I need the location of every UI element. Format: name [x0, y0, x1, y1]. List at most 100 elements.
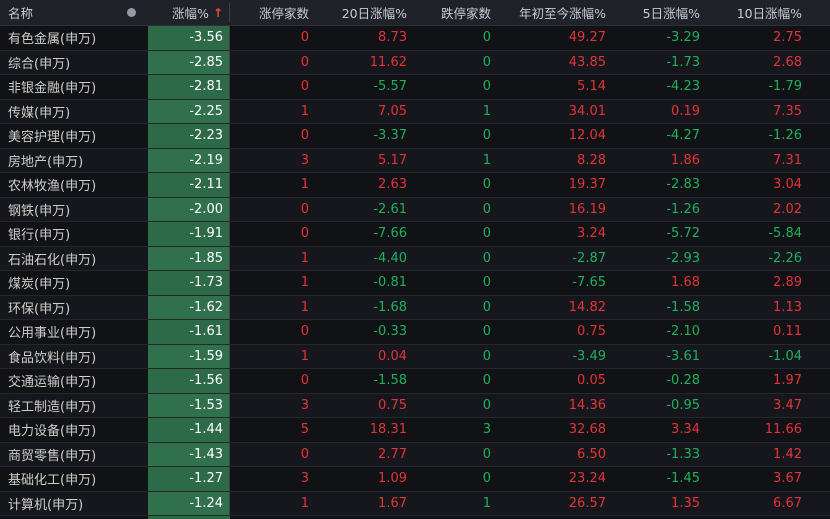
chg10-cell: 11.66	[764, 422, 802, 438]
dot-cell	[115, 124, 148, 148]
header-name[interactable]: 名称	[0, 3, 115, 22]
sector-name-cell: 有色金属(申万)	[8, 32, 97, 48]
chg10-cell: -5.84	[768, 226, 802, 242]
chg5-cell: 3.34	[671, 422, 700, 438]
header-limit_down[interactable]: 跌停家数	[413, 3, 497, 22]
sector-name-cell: 食品饮料(申万)	[8, 350, 97, 366]
header-chg20[interactable]: 20日涨幅%	[315, 3, 413, 22]
table-row[interactable]: 银行(申万) -1.91 0 -7.66 0 3.24 -5.72 -5.84	[0, 222, 830, 247]
table-row[interactable]: 石油石化(申万) -1.85 1 -4.40 0 -2.87 -2.93 -2.26	[0, 246, 830, 271]
table-row[interactable]: 传媒(申万) -2.25 1 7.05 1 34.01 0.19 7.35	[0, 99, 830, 124]
chg5-cell: -1.73	[666, 54, 700, 70]
limit_up-cell: 3	[300, 152, 309, 168]
chg10-cell: 2.02	[773, 201, 802, 217]
chg5-cell: 1.68	[671, 275, 700, 291]
limit_up-cell: 1	[300, 495, 309, 511]
limit_up-cell: 1	[300, 103, 309, 119]
change-pct-cell: -2.25	[148, 99, 230, 123]
chg10-cell: -1.04	[768, 348, 802, 364]
chg20-cell: 18.31	[369, 422, 407, 438]
table-row[interactable]: 综合(申万) -2.85 0 11.62 0 43.85 -1.73 2.68	[0, 50, 830, 75]
header-label: 涨停家数	[258, 6, 309, 21]
ytd-cell: 8.28	[577, 152, 606, 168]
ytd-cell: -3.49	[572, 348, 606, 364]
chg10-cell: 2.89	[773, 275, 802, 291]
dot-cell	[115, 222, 148, 246]
table-row[interactable]: 环保(申万) -1.62 1 -1.68 0 14.82 -1.58 1.13	[0, 295, 830, 320]
table-row[interactable]: 有色金属(申万) -3.56 0 8.73 0 49.27 -3.29 2.75	[0, 26, 830, 51]
table-row[interactable]: 计算机(申万) -1.24 1 1.67 1 26.57 1.35 6.67	[0, 491, 830, 516]
chg10-cell: 7.31	[773, 152, 802, 168]
header-dot-indicator[interactable]	[115, 8, 148, 17]
table-row[interactable]: 美容护理(申万) -2.23 0 -3.37 0 12.04 -4.27 -1.26	[0, 124, 830, 149]
sector-name-cell: 计算机(申万)	[8, 497, 84, 513]
dot-cell	[115, 492, 148, 516]
table-row[interactable]: 食品饮料(申万) -1.59 1 0.04 0 -3.49 -3.61 -1.04	[0, 344, 830, 369]
chg5-cell: -3.29	[666, 30, 700, 46]
chg10-cell: 3.04	[773, 177, 802, 193]
dot-cell	[115, 149, 148, 173]
header-ytd[interactable]: 年初至今涨幅%	[497, 3, 612, 22]
table-row[interactable]: 农林牧渔(申万) -2.11 1 2.63 0 19.37 -2.83 3.04	[0, 173, 830, 198]
header-limit_up[interactable]: 涨停家数	[230, 3, 315, 22]
dot-indicator-icon[interactable]	[127, 8, 136, 17]
chg10-cell: 2.68	[773, 54, 802, 70]
ytd-cell: -2.87	[572, 250, 606, 266]
sector-name-cell: 环保(申万)	[8, 301, 71, 317]
dot-cell	[115, 394, 148, 418]
ytd-cell: 14.82	[568, 299, 606, 315]
chg20-cell: -1.68	[373, 299, 407, 315]
change-pct-cell: -2.11	[148, 173, 230, 197]
dot-cell	[115, 198, 148, 222]
limit_down-cell: 3	[482, 422, 491, 438]
dot-cell	[115, 51, 148, 75]
change-pct-cell: -1.24	[148, 491, 230, 515]
chg10-cell: 1.13	[773, 299, 802, 315]
limit_up-cell: 1	[300, 348, 309, 364]
sector-name-cell: 农林牧渔(申万)	[8, 179, 97, 195]
header-chg10[interactable]: 10日涨幅%	[706, 3, 830, 22]
header-row: 名称 涨幅% ↑ 涨停家数 20日涨幅% 跌停家数 年初至今涨幅% 5日涨幅% 10日涨幅%	[0, 0, 830, 26]
limit_up-cell: 0	[300, 128, 309, 144]
change-pct-cell: -2.81	[148, 75, 230, 99]
table-body: 有色金属(申万) -3.56 0 8.73 0 49.27 -3.29 2.75 综合(申万) -…	[0, 26, 830, 516]
sector-name-cell: 综合(申万)	[8, 56, 71, 72]
sector-name-cell: 银行(申万)	[8, 228, 71, 244]
table-row[interactable]: 交通运输(申万) -1.56 0 -1.58 0 0.05 -0.28 1.97	[0, 369, 830, 394]
change-pct-cell: -1.27	[148, 467, 230, 491]
change-pct-cell: -1.73	[148, 271, 230, 295]
sector-name-cell: 基础化工(申万)	[8, 473, 97, 489]
ytd-cell: 26.57	[568, 495, 606, 511]
dot-cell	[115, 443, 148, 467]
table-row[interactable]: 商贸零售(申万) -1.43 0 2.77 0 6.50 -1.33 1.42	[0, 442, 830, 467]
header-label: 5日涨幅%	[642, 6, 700, 21]
chg10-cell: 6.67	[773, 495, 802, 511]
table-row[interactable]: 钢铁(申万) -2.00 0 -2.61 0 16.19 -1.26 2.02	[0, 197, 830, 222]
sector-name-cell: 交通运输(申万)	[8, 375, 97, 391]
dot-cell	[115, 345, 148, 369]
chg5-cell: -2.83	[666, 177, 700, 193]
sector-name-cell: 公用事业(申万)	[8, 326, 97, 342]
chg20-cell: 0.04	[378, 348, 407, 364]
ytd-cell: -7.65	[572, 275, 606, 291]
table-row[interactable]: 煤炭(申万) -1.73 1 -0.81 0 -7.65 1.68 2.89	[0, 271, 830, 296]
header-chg5[interactable]: 5日涨幅%	[612, 3, 706, 22]
limit_down-cell: 1	[482, 103, 491, 119]
table-row[interactable]: 公用事业(申万) -1.61 0 -0.33 0 0.75 -2.10 0.11	[0, 320, 830, 345]
dot-cell	[115, 467, 148, 491]
table-row[interactable]: 电力设备(申万) -1.44 5 18.31 3 32.68 3.34 11.66	[0, 418, 830, 443]
ytd-cell: 5.14	[577, 79, 606, 95]
table-row[interactable]: 房地产(申万) -2.19 3 5.17 1 8.28 1.86 7.31	[0, 148, 830, 173]
table-row[interactable]: 轻工制造(申万) -1.53 3 0.75 0 14.36 -0.95 3.47	[0, 393, 830, 418]
limit_down-cell: 0	[482, 446, 491, 462]
chg10-cell: -1.79	[768, 79, 802, 95]
dot-cell	[115, 173, 148, 197]
limit_down-cell: 0	[482, 177, 491, 193]
limit_down-cell: 0	[482, 348, 491, 364]
table-row[interactable]: 非银金融(申万) -2.81 0 -5.57 0 5.14 -4.23 -1.79	[0, 75, 830, 100]
table-row[interactable]: 基础化工(申万) -1.27 3 1.09 0 23.24 -1.45 3.67	[0, 467, 830, 492]
change-pct-cell: -2.23	[148, 124, 230, 148]
chg20-cell: 7.05	[378, 103, 407, 119]
chg20-cell: 2.63	[378, 177, 407, 193]
header-change[interactable]: 涨幅% ↑	[148, 3, 230, 22]
